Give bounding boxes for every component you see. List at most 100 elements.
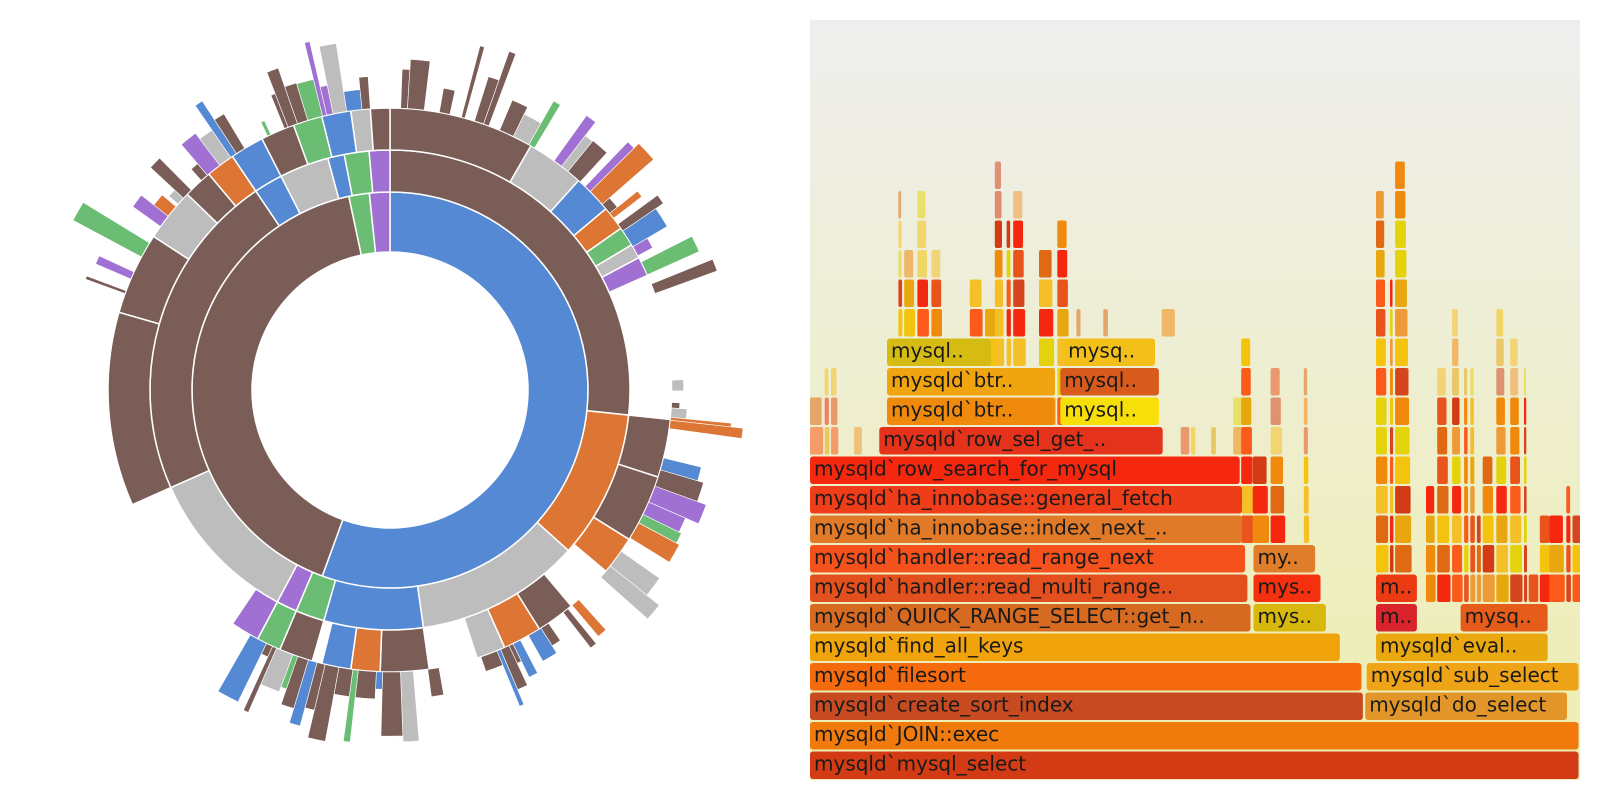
flame-narrow-frame-2-0-17[interactable] xyxy=(994,250,1003,278)
flame-narrow-frame-6-0-9[interactable] xyxy=(1252,486,1268,514)
flame-narrow-frame-8-7-13[interactable] xyxy=(1496,368,1505,396)
flame-narrow-frame-8-10-6[interactable] xyxy=(1528,574,1539,603)
flame-narrow-frame-7-2-19[interactable] xyxy=(1395,191,1406,219)
flame-narrow-frame-1-1-16[interactable] xyxy=(898,279,903,308)
flame-narrow-frame-2-5-15[interactable] xyxy=(1057,309,1069,337)
flame-narrow-frame-8-9-13[interactable] xyxy=(1524,368,1526,396)
flame-narrow-frame-2-2-16[interactable] xyxy=(1013,279,1025,308)
flame-narrow-frame-7-1-12[interactable] xyxy=(1390,397,1393,426)
flame-narrow-frame-8-2-8[interactable] xyxy=(1452,515,1462,544)
flame-narrow-frame-8-2-15[interactable] xyxy=(1452,309,1458,337)
flame-narrow-frame-8-7-15[interactable] xyxy=(1496,309,1504,337)
flame-narrow-frame-8-2-10[interactable] xyxy=(1452,456,1461,485)
flame-narrow-frame-4-4-11[interactable] xyxy=(1211,427,1216,455)
flame-narrow-frame-5-0-9[interactable] xyxy=(1241,486,1253,514)
flame-narrow-frame-6-3-13[interactable] xyxy=(1303,368,1308,396)
flame-narrow-frame-1-2-16[interactable] xyxy=(904,279,915,308)
flame-narrow-frame-2-5-17[interactable] xyxy=(1057,250,1068,278)
flame-narrow-frame-2-2-14[interactable] xyxy=(1013,338,1026,367)
flame-narrow-frame-8-5-7[interactable] xyxy=(1476,545,1481,573)
flame-narrow-frame-8-3-6[interactable] xyxy=(1464,574,1469,603)
flame-narrow-frame-1-2-15[interactable] xyxy=(904,309,915,337)
flame-narrow-frame-8-1-6[interactable] xyxy=(1437,574,1451,603)
flame-narrow-frame-8-2-7[interactable] xyxy=(1452,545,1463,573)
flame-frame-5[interactable] xyxy=(1366,663,1579,691)
flame-frame-10[interactable] xyxy=(1376,604,1417,632)
flame-narrow-frame-3-1-15[interactable] xyxy=(1076,309,1081,337)
flame-narrow-frame-4-1-11[interactable] xyxy=(1180,427,1190,455)
flame-frame-19[interactable] xyxy=(810,456,1240,485)
flame-narrow-frame-9-0-6[interactable] xyxy=(1549,574,1565,603)
flame-narrow-frame-9-2-6[interactable] xyxy=(1572,574,1581,603)
flame-frame-16[interactable] xyxy=(1253,545,1316,573)
flame-narrow-frame-6-3-10[interactable] xyxy=(1303,456,1309,485)
flame-narrow-frame-8-2-14[interactable] xyxy=(1452,338,1459,367)
flame-frame-9[interactable] xyxy=(1253,604,1326,632)
flame-narrow-frame-5-0-8[interactable] xyxy=(1241,515,1254,544)
flame-narrow-frame-8-9-7[interactable] xyxy=(1524,545,1527,573)
flame-narrow-frame-7-0-7[interactable] xyxy=(1376,545,1389,573)
flame-frame-0[interactable] xyxy=(810,751,1579,780)
flame-narrow-frame-8-8-8[interactable] xyxy=(1510,515,1522,544)
flame-narrow-frame-2-2-15[interactable] xyxy=(1013,309,1026,337)
flame-narrow-frame-8-2-11[interactable] xyxy=(1452,427,1460,455)
flame-narrow-frame-8-11-6[interactable] xyxy=(1539,574,1551,603)
flame-narrow-frame-7-2-14[interactable] xyxy=(1395,338,1408,367)
flame-narrow-frame-5-0-10[interactable] xyxy=(1241,456,1253,485)
flame-narrow-frame-8-1-12[interactable] xyxy=(1437,397,1447,426)
flame-narrow-frame-2-1-17[interactable] xyxy=(1006,250,1011,278)
flame-narrow-frame-1-3-16[interactable] xyxy=(917,279,928,308)
flame-narrow-frame-7-0-8[interactable] xyxy=(1376,515,1389,544)
flame-narrow-frame-7-0-14[interactable] xyxy=(1376,338,1386,367)
flame-narrow-frame-7-1-13[interactable] xyxy=(1390,368,1393,396)
flame-narrow-frame-8-7-8[interactable] xyxy=(1496,515,1508,544)
flame-narrow-frame-7-0-17[interactable] xyxy=(1376,250,1385,278)
flame-narrow-frame-7-0-18[interactable] xyxy=(1376,220,1385,249)
flame-narrow-frame-8-8-12[interactable] xyxy=(1510,397,1519,426)
flame-narrow-frame-8-6-8[interactable] xyxy=(1482,515,1494,544)
flame-narrow-frame-8-8-11[interactable] xyxy=(1510,427,1520,455)
flame-narrow-frame-8-7-10[interactable] xyxy=(1496,456,1507,485)
flame-narrow-frame-1-3-17[interactable] xyxy=(917,250,927,278)
flame-narrow-frame-4-2-11[interactable] xyxy=(1190,427,1196,455)
flame-narrow-frame-8-7-11[interactable] xyxy=(1496,427,1506,455)
flame-narrow-frame-8-11-8[interactable] xyxy=(1539,515,1550,544)
flame-narrow-frame-6-0-8[interactable] xyxy=(1252,515,1269,544)
flame-narrow-frame-6-1-13[interactable] xyxy=(1270,368,1280,396)
flame-narrow-frame-7-2-9[interactable] xyxy=(1395,486,1411,514)
sunburst-arc-level-3-29[interactable] xyxy=(369,107,391,152)
flame-narrow-frame-7-2-12[interactable] xyxy=(1395,397,1409,426)
flame-narrow-frame-7-1-9[interactable] xyxy=(1390,486,1394,514)
flame-narrow-frame-7-2-7[interactable] xyxy=(1395,545,1412,573)
flame-narrow-frame-6-3-8[interactable] xyxy=(1303,515,1310,544)
flame-narrow-frame-8-4-7[interactable] xyxy=(1470,545,1476,573)
flame-frame-17[interactable] xyxy=(810,515,1242,544)
flame-frame-26[interactable] xyxy=(1064,338,1155,367)
flame-narrow-frame-8-4-9[interactable] xyxy=(1470,486,1475,514)
flame-narrow-frame-2-1-15[interactable] xyxy=(1006,309,1011,337)
flame-narrow-frame-7-1-15[interactable] xyxy=(1390,309,1393,337)
flame-narrow-frame-2-4-14[interactable] xyxy=(1039,338,1055,367)
flame-narrow-frame-8-11-7[interactable] xyxy=(1539,545,1550,573)
flame-frame-22[interactable] xyxy=(1060,397,1159,426)
flame-narrow-frame-6-3-11[interactable] xyxy=(1303,427,1308,455)
flame-narrow-frame-8-1-9[interactable] xyxy=(1437,486,1449,514)
flame-narrow-frame-2-2-18[interactable] xyxy=(1013,220,1023,249)
flame-narrow-frame-8-0-6[interactable] xyxy=(1426,574,1436,603)
sunburst-arc-level-3-9[interactable] xyxy=(572,516,631,573)
flame-narrow-frame-8-8-13[interactable] xyxy=(1510,368,1519,396)
flame-frame-4[interactable] xyxy=(810,663,1362,691)
flame-narrow-frame-8-8-14[interactable] xyxy=(1510,338,1518,367)
flame-narrow-frame-0-1-12[interactable] xyxy=(824,397,829,426)
flame-narrow-frame-7-2-11[interactable] xyxy=(1395,427,1410,455)
flame-narrow-frame-7-1-7[interactable] xyxy=(1390,545,1394,573)
flame-narrow-frame-0-2-12[interactable] xyxy=(831,397,838,426)
flame-narrow-frame-0-1-11[interactable] xyxy=(824,427,830,455)
flame-narrow-frame-0-4-11[interactable] xyxy=(854,427,862,455)
flame-narrow-frame-8-3-12[interactable] xyxy=(1464,397,1468,426)
sunburst-arc-level-2-12[interactable] xyxy=(368,149,391,194)
flame-frame-24[interactable] xyxy=(1060,368,1159,396)
flame-narrow-frame-1-1-18[interactable] xyxy=(898,220,902,249)
flame-narrow-frame-1-7-15[interactable] xyxy=(969,309,983,337)
flame-narrow-frame-8-3-10[interactable] xyxy=(1464,456,1468,485)
